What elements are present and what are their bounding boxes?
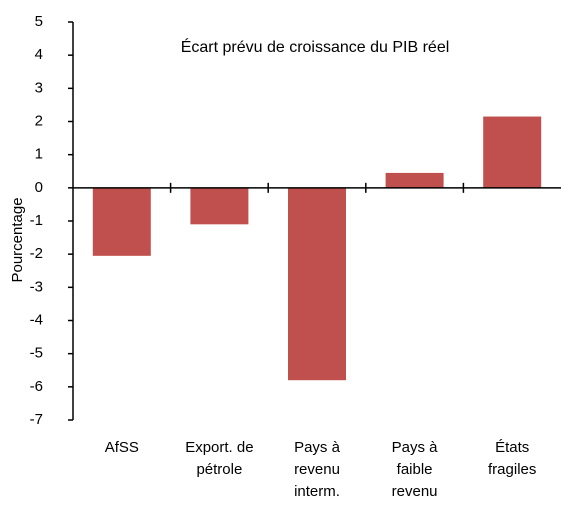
- y-tick-label: -6: [30, 378, 43, 395]
- y-tick-label: 3: [35, 79, 43, 96]
- y-tick-label: 0: [35, 179, 43, 196]
- y-tick-label: -1: [30, 212, 43, 229]
- x-tick-label: États: [495, 439, 529, 456]
- x-tick-label: faible: [397, 461, 433, 478]
- bar: [385, 172, 444, 188]
- x-tick-label: revenu: [392, 483, 438, 500]
- bar: [288, 187, 346, 381]
- x-tick-label: pétrole: [196, 461, 242, 478]
- y-tick-label: 2: [35, 112, 43, 129]
- y-tick-label: 5: [35, 13, 43, 30]
- x-tick-label: Export. de: [185, 439, 253, 456]
- x-tick-label: Pays à: [392, 439, 439, 456]
- y-axis-label: Pourcentage: [9, 197, 26, 282]
- y-tick-label: -5: [30, 345, 43, 362]
- y-tick-label: -2: [30, 245, 43, 262]
- bar: [483, 116, 542, 188]
- bar: [190, 187, 249, 225]
- chart-title: Écart prévu de croissance du PIB réel: [181, 37, 450, 56]
- x-tick-label: AfSS: [105, 439, 139, 456]
- bar: [92, 187, 151, 256]
- y-tick-label: -4: [30, 311, 43, 328]
- x-tick-label: Pays à: [294, 439, 341, 456]
- x-tick-label: fragiles: [488, 461, 536, 478]
- y-tick-label: 4: [35, 46, 43, 63]
- y-tick-label: 1: [35, 146, 43, 163]
- x-tick-label: interm.: [294, 483, 340, 500]
- x-tick-label: revenu: [294, 461, 340, 478]
- y-tick-label: -7: [30, 411, 43, 428]
- y-tick-label: -3: [30, 278, 43, 295]
